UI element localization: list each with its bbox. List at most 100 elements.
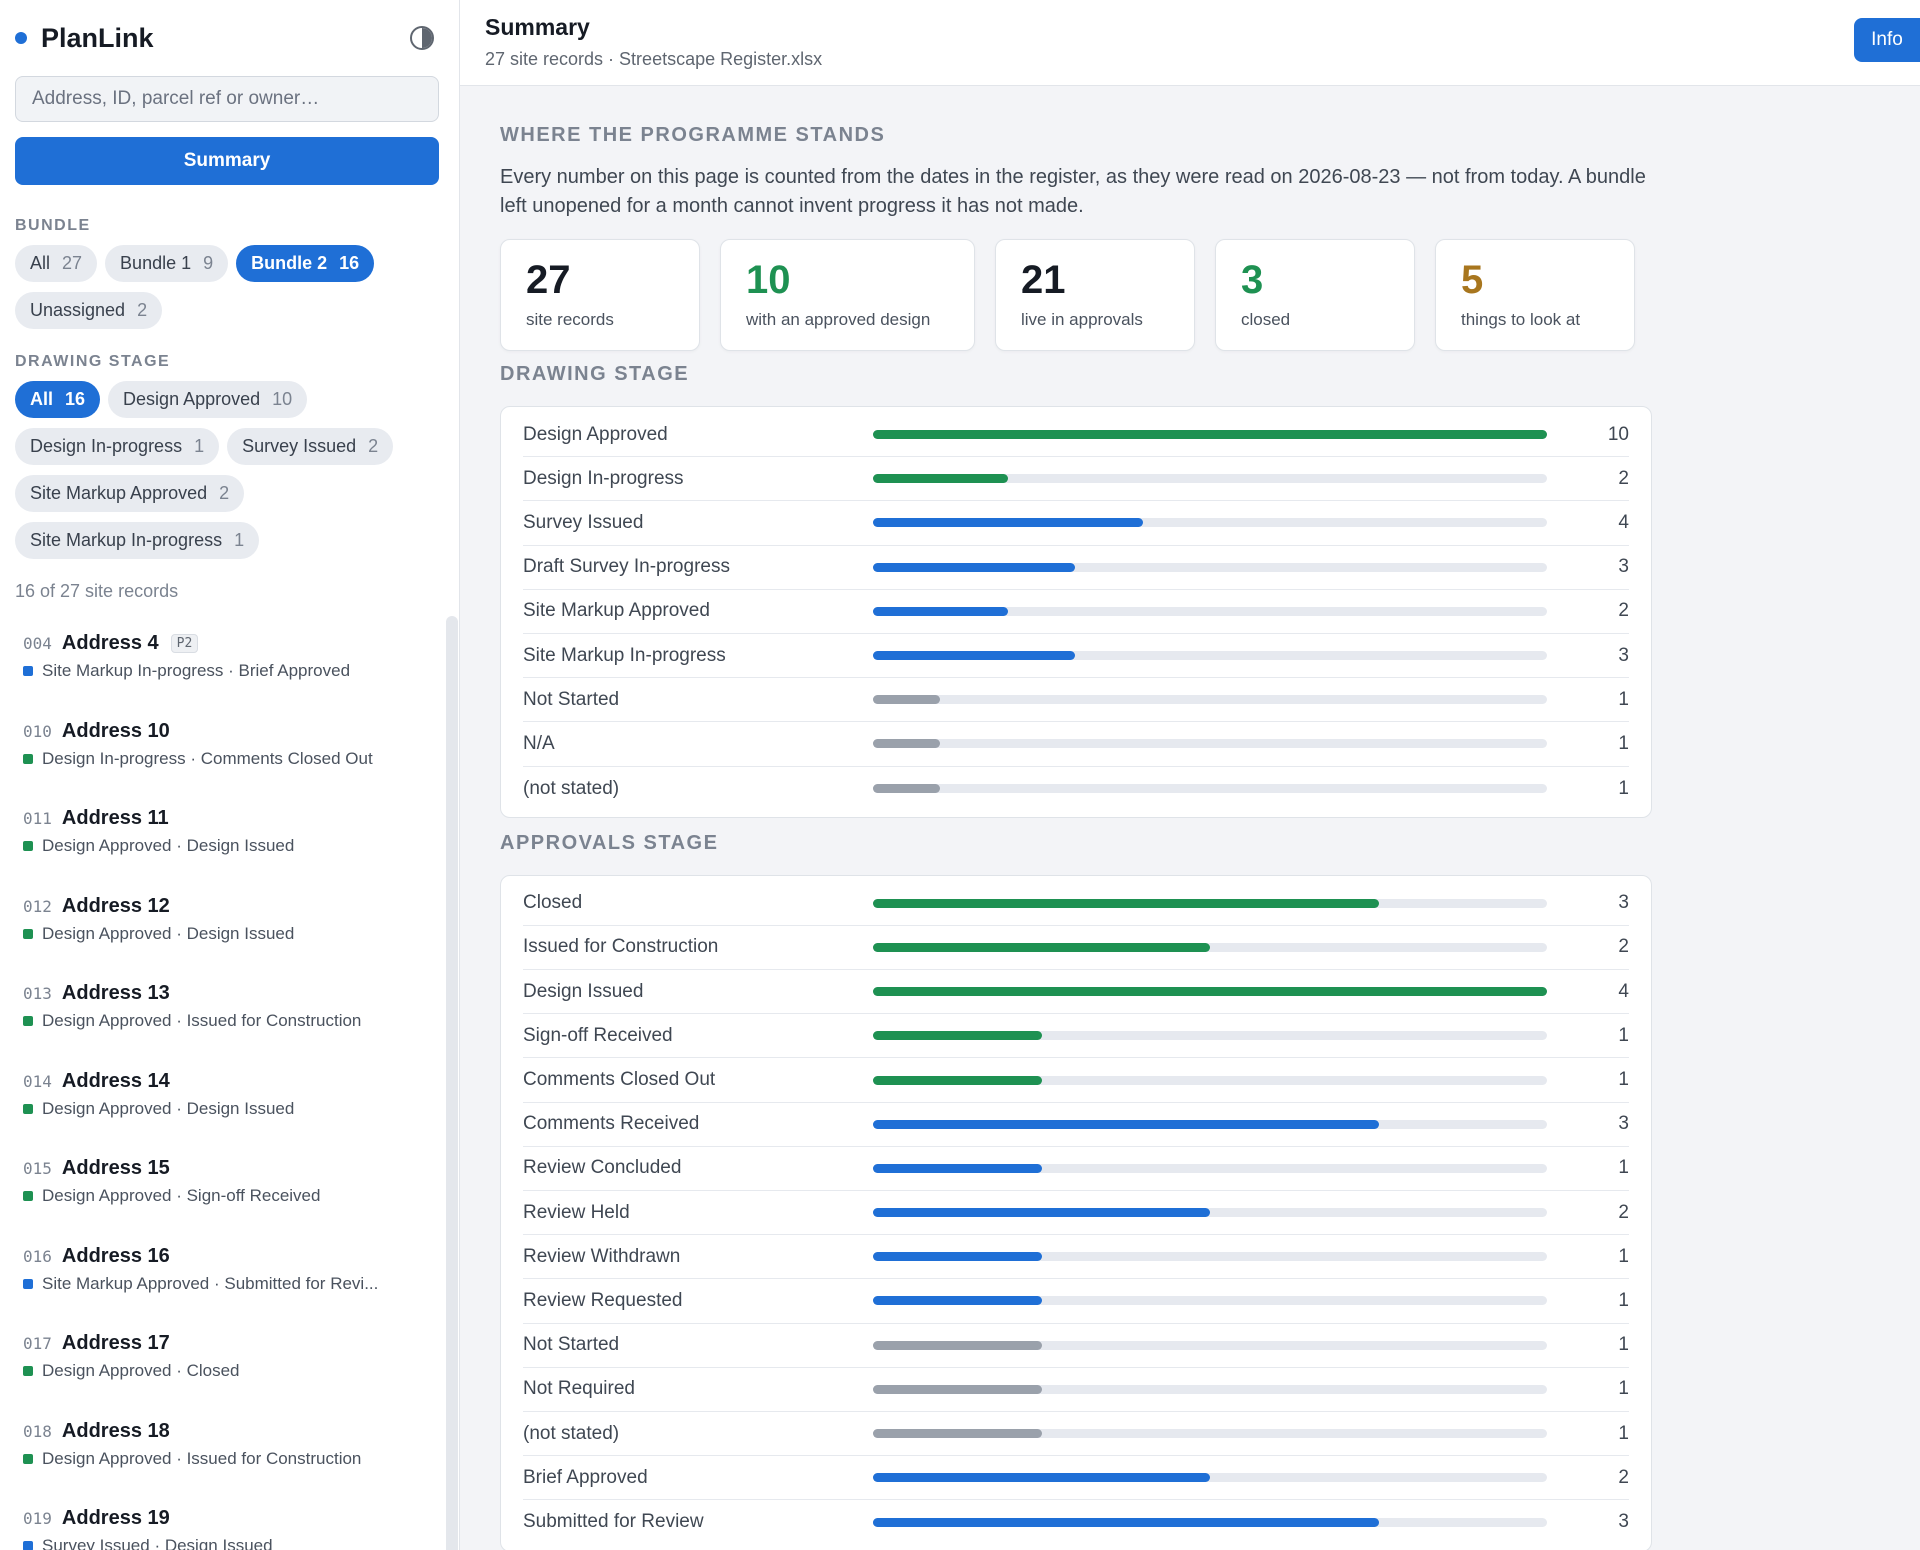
record-status-text: Site Markup Approved · Submitted for Rev… xyxy=(42,1273,379,1293)
drawing-stage-row-label: (not stated) xyxy=(523,777,620,799)
approvals-stage-row-value: 1 xyxy=(1618,1157,1629,1179)
record-id: 013 xyxy=(23,984,52,1003)
drawing-stage-pill[interactable]: Design In-progress 1 xyxy=(15,428,220,465)
status-square-icon xyxy=(23,753,33,764)
stat-card: 3 closed xyxy=(1215,239,1415,351)
record-name: Address 11 xyxy=(61,807,169,829)
record-id: 015 xyxy=(23,1159,52,1178)
status-square-icon xyxy=(23,1278,33,1289)
approvals-stage-row: Issued for Construction 2 xyxy=(523,926,1629,971)
drawing-stage-row-value: 2 xyxy=(1618,600,1629,622)
approvals-stage-bar-track xyxy=(873,1384,1547,1394)
approvals-stage-bar-fill xyxy=(873,1031,1042,1041)
record-id: 010 xyxy=(23,721,52,741)
record-status-text: Survey Issued · Design Issued xyxy=(42,1536,273,1550)
approvals-stage-bar-track xyxy=(873,1163,1547,1173)
brand: PlanLink xyxy=(15,0,444,76)
approvals-stage-row-value: 3 xyxy=(1618,1511,1629,1533)
drawing-stage-row: Draft Survey In-progress 3 xyxy=(523,546,1629,590)
drawing-stage-row-label: Site Markup Approved xyxy=(523,600,710,622)
drawing-stage-pill-label: Design Approved xyxy=(123,389,261,409)
priority-badge: P2 xyxy=(170,634,199,653)
brand-name: PlanLink xyxy=(41,22,154,53)
drawing-stage-pill[interactable]: Design Approved 10 xyxy=(108,381,308,418)
list-item[interactable]: 004 Address 4 P2 Site Markup In-progress · … xyxy=(15,620,444,708)
drawing-stage-bar-track xyxy=(873,651,1547,661)
approvals-stage-row-label: Review Withdrawn xyxy=(523,1245,681,1267)
status-square-icon xyxy=(23,841,33,851)
record-id: 019 xyxy=(23,1509,52,1528)
approvals-stage-row-label: Issued for Construction xyxy=(523,936,719,958)
bundle-pill[interactable]: Bundle 2 16 xyxy=(236,245,375,282)
list-item[interactable]: 019 Address 19 Survey Issued · Design Issu… xyxy=(15,1495,444,1550)
bundle-pill-label: Bundle 2 xyxy=(251,253,328,273)
bundle-pill[interactable]: Bundle 1 9 xyxy=(105,245,229,282)
status-square-icon xyxy=(23,1016,33,1026)
record-name: Address 14 xyxy=(61,1069,170,1092)
stat-cards: 27 site records 10 with an approved design 2… xyxy=(500,239,1880,351)
drawing-stage-bar-fill xyxy=(873,474,1008,484)
sidebar-scrollbar[interactable] xyxy=(446,616,458,1550)
drawing-stage-row-value: 2 xyxy=(1618,467,1629,489)
approvals-stage-row-value: 1 xyxy=(1618,1334,1629,1356)
record-status: Design Approved · Closed xyxy=(23,1361,436,1381)
list-item[interactable]: 011 Address 11 Design Approved · Design Is… xyxy=(15,795,444,883)
stat-value: 21 xyxy=(1021,258,1066,302)
bundle-pill-count: 27 xyxy=(62,253,83,273)
approvals-stage-row-label: Review Held xyxy=(523,1201,630,1223)
bundle-pill-count: 9 xyxy=(203,253,214,273)
record-name: Address 16 xyxy=(61,1244,170,1267)
approvals-stage-bar-fill xyxy=(873,942,1210,952)
approvals-stage-bar-track xyxy=(873,987,1547,997)
drawing-stage-bar-track xyxy=(873,784,1547,794)
drawing-stage-row-value: 1 xyxy=(1618,777,1629,799)
record-status-text: Design Approved · Design Issued xyxy=(42,1098,295,1118)
record-status: Survey Issued · Design Issued xyxy=(23,1536,436,1550)
list-item-header: 019 Address 19 xyxy=(23,1507,436,1530)
approvals-stage-bar-track xyxy=(873,1208,1547,1218)
record-status: Site Markup In-progress · Brief Approved xyxy=(23,661,436,681)
record-name: Address 15 xyxy=(61,1157,170,1179)
bundle-pill[interactable]: All 27 xyxy=(15,245,98,282)
approvals-stage-row: Not Required 1 xyxy=(523,1368,1629,1412)
bundle-pill[interactable]: Unassigned 2 xyxy=(15,292,163,329)
record-name: Address 4 xyxy=(61,632,159,654)
drawing-stage-row-label: Design Approved xyxy=(523,423,668,445)
info-button[interactable]: Info xyxy=(1854,18,1920,62)
list-item[interactable]: 016 Address 16 Site Markup Approved · Subm… xyxy=(15,1233,444,1321)
drawing-stage-pill[interactable]: All 16 xyxy=(15,381,101,418)
drawing-stage-pill[interactable]: Site Markup Approved 2 xyxy=(15,475,245,512)
bundle-label: BUNDLE xyxy=(15,217,91,234)
list-item[interactable]: 014 Address 14 Design Approved · Design Is… xyxy=(15,1058,444,1146)
approvals-stage-bar-track xyxy=(873,1119,1547,1129)
approvals-stage-bar-fill xyxy=(873,1473,1210,1483)
drawing-stage-bar-fill xyxy=(873,784,941,794)
list-item[interactable]: 017 Address 17 Design Approved · Closed xyxy=(15,1320,444,1408)
drawing-stage-pill-label: All xyxy=(30,389,54,409)
summary-button[interactable]: Summary xyxy=(15,137,439,185)
theme-toggle-icon[interactable] xyxy=(410,26,434,50)
approvals-stage-row-value: 1 xyxy=(1618,1069,1629,1091)
drawing-stage-filter: All 16 Design Approved 10 Design In-progress… xyxy=(15,381,444,559)
list-item[interactable]: 013 Address 13 Design Approved · Issued fo… xyxy=(15,970,444,1058)
status-square-icon xyxy=(23,666,33,676)
list-item[interactable]: 018 Address 18 Design Approved · Issued fo… xyxy=(15,1408,444,1496)
drawing-stage-pill[interactable]: Site Markup In-progress 1 xyxy=(15,522,260,559)
approvals-stage-row: Review Requested 1 xyxy=(523,1279,1629,1324)
drawing-stage-pill[interactable]: Survey Issued 2 xyxy=(227,428,394,465)
approvals-stage-row-label: (not stated) xyxy=(523,1422,620,1444)
approvals-stage-bar-track xyxy=(873,1473,1547,1483)
drawing-stage-bar-track xyxy=(873,430,1547,440)
approvals-stage-row-label: Brief Approved xyxy=(523,1466,648,1488)
drawing-stage-bar-fill xyxy=(873,739,941,749)
approvals-stage-bar-fill xyxy=(873,1517,1379,1527)
approvals-stage-bar-fill xyxy=(873,1075,1042,1085)
bundle-pill-label: Bundle 1 xyxy=(120,253,192,273)
list-item[interactable]: 015 Address 15 Design Approved · Sign-off … xyxy=(15,1145,444,1233)
search-input[interactable] xyxy=(15,76,439,122)
record-id: 018 xyxy=(23,1421,52,1441)
list-item[interactable]: 012 Address 12 Design Approved · Design Is… xyxy=(15,883,444,971)
page-title: Summary xyxy=(485,14,590,40)
list-item-header: 018 Address 18 xyxy=(23,1420,436,1443)
list-item[interactable]: 010 Address 10 Design In-progress · Commen… xyxy=(15,708,444,796)
